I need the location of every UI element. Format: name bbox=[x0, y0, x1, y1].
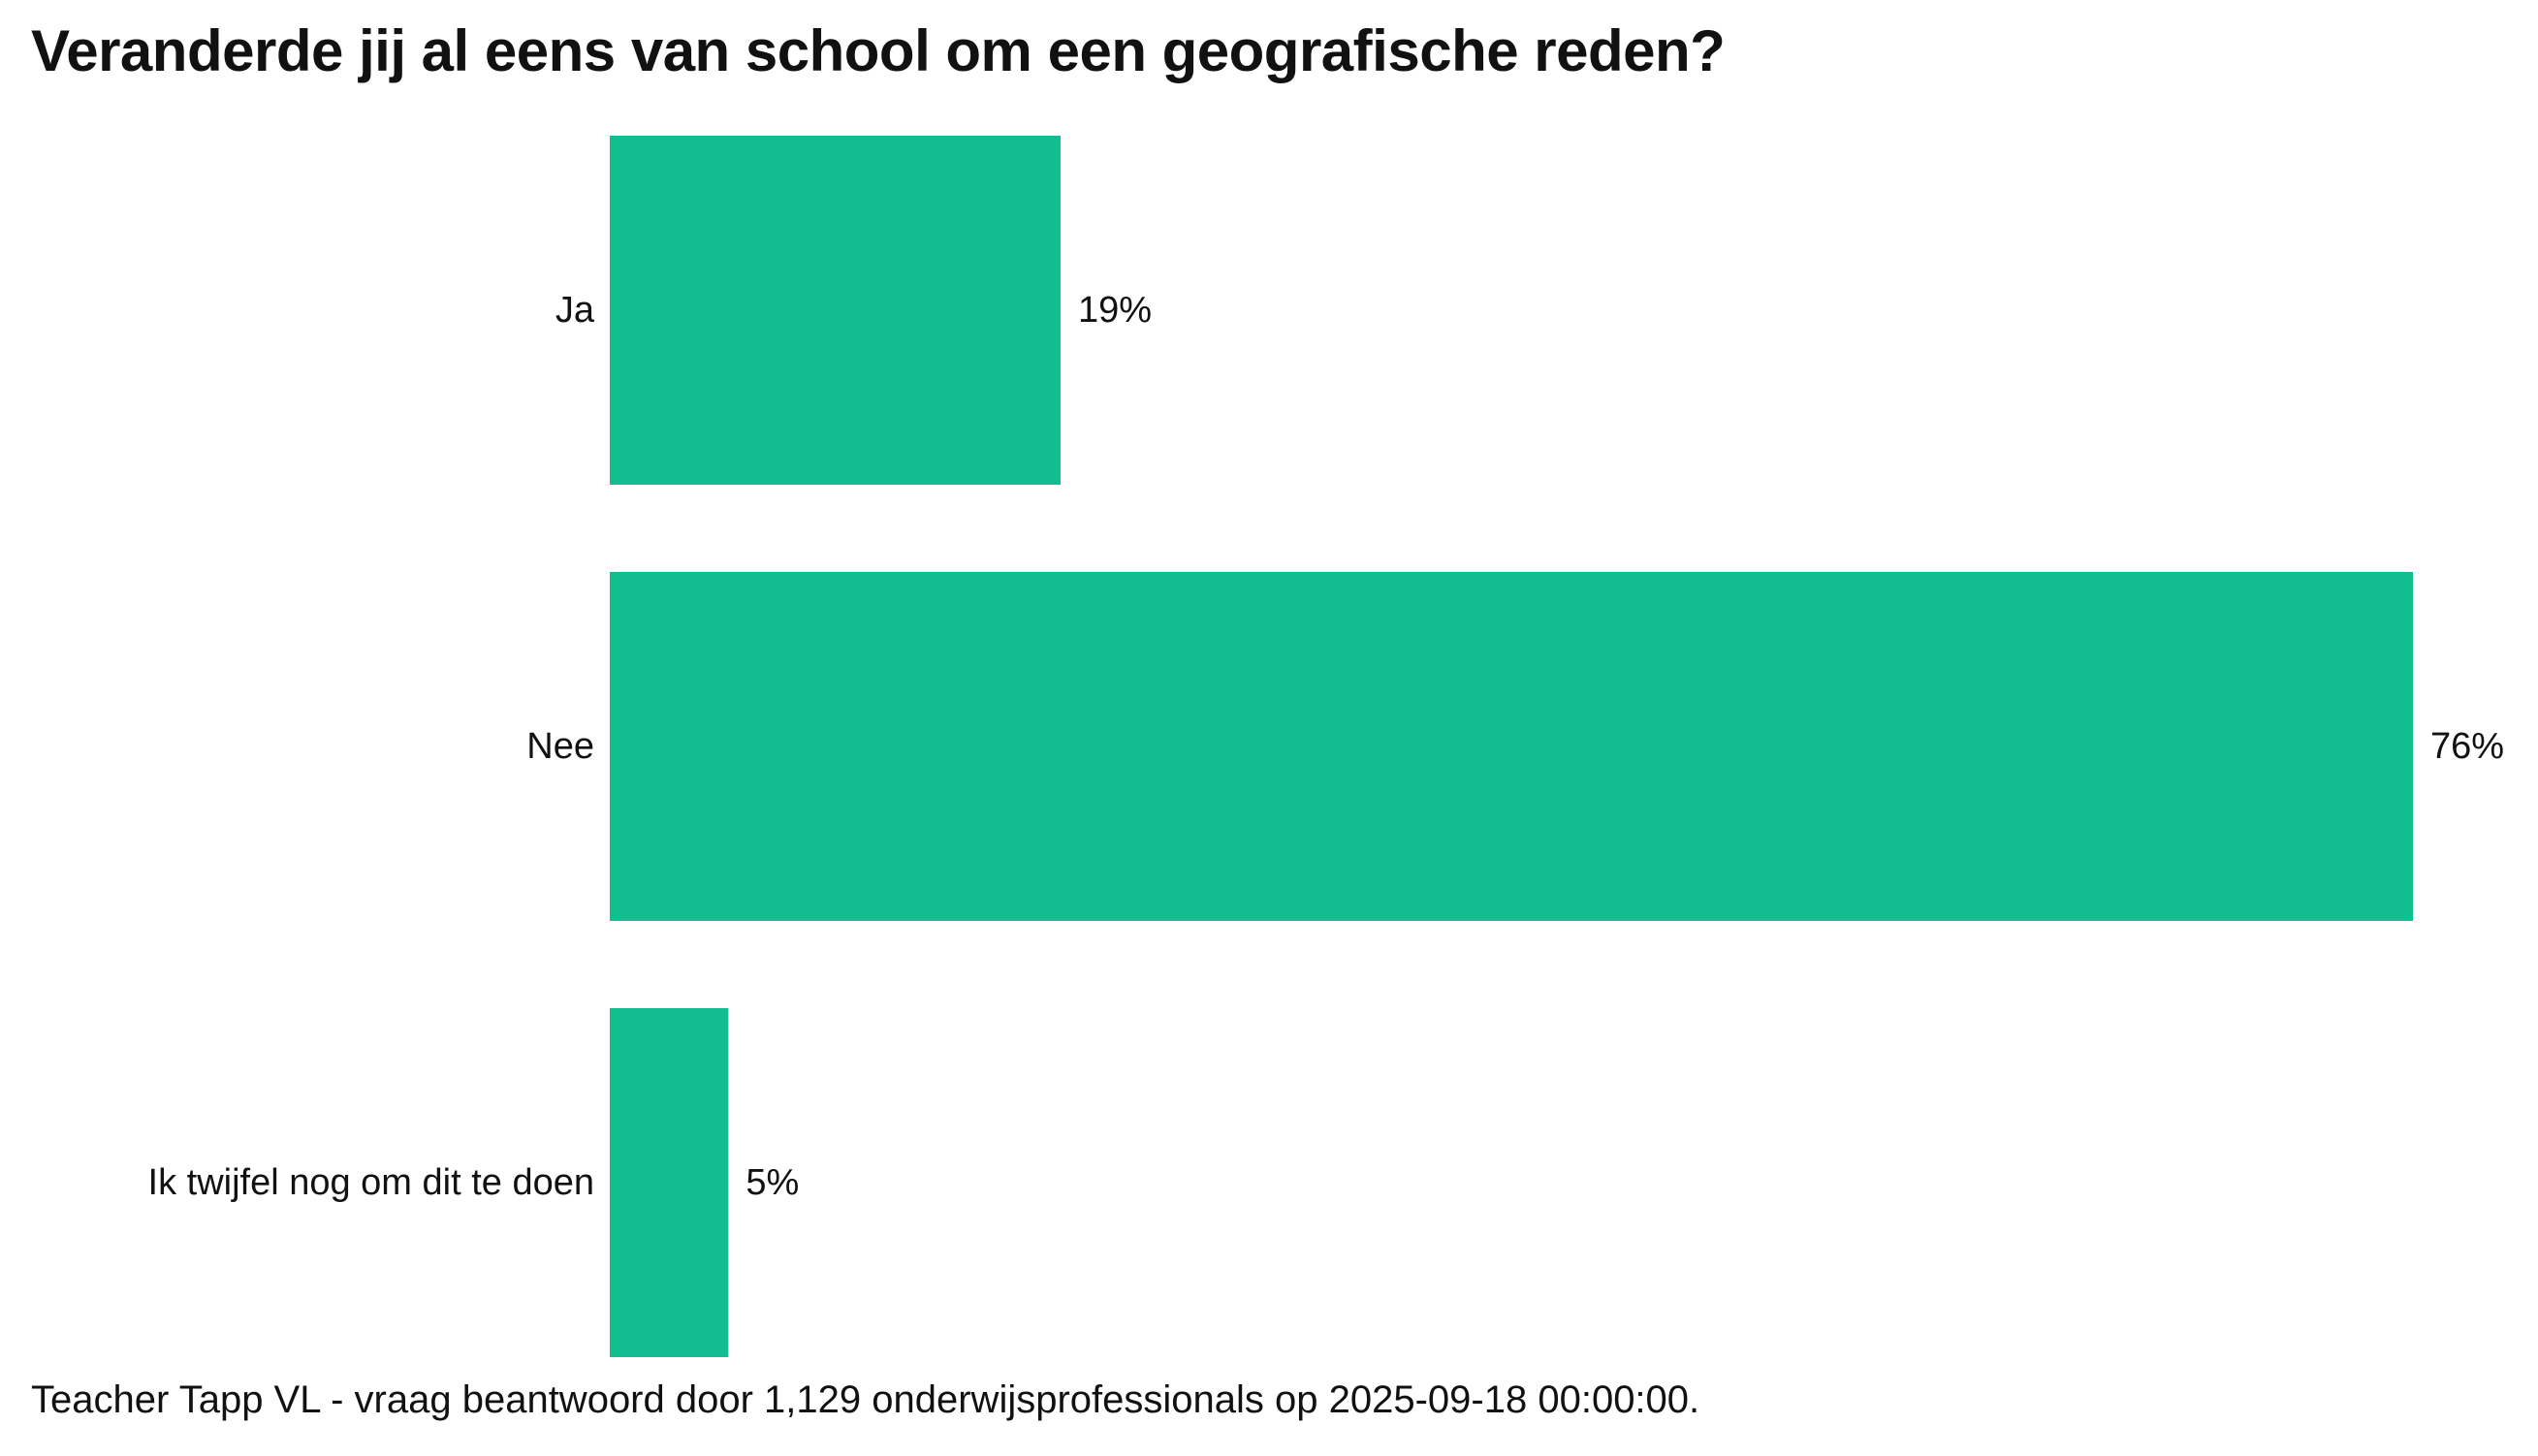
bar-chart: Ja Nee Ik twijfel nog om dit te doen 19% 76… bbox=[148, 136, 2504, 1357]
source-footer: Teacher Tapp VL - vraag beantwoord door … bbox=[31, 1378, 1700, 1421]
value-label-ja: 19% bbox=[1078, 290, 1152, 331]
bar-ja bbox=[610, 136, 1061, 485]
value-label-nee: 76% bbox=[2430, 726, 2504, 767]
value-labels-group: 19% 76% 5% bbox=[746, 290, 2504, 1203]
category-labels-group: Ja Nee Ik twijfel nog om dit te doen bbox=[148, 290, 595, 1203]
bars-group bbox=[610, 136, 2413, 1357]
category-label-ja: Ja bbox=[555, 290, 595, 331]
category-label-nee: Nee bbox=[526, 726, 594, 767]
value-label-ik-twijfel-nog-om-dit-te-doen: 5% bbox=[746, 1162, 799, 1203]
category-label-ik-twijfel-nog-om-dit-te-doen: Ik twijfel nog om dit te doen bbox=[148, 1162, 594, 1203]
bar-ik-twijfel-nog-om-dit-te-doen bbox=[610, 1008, 729, 1357]
bar-nee bbox=[610, 572, 2413, 921]
chart-title: Veranderde jij al eens van school om een… bbox=[31, 18, 1726, 83]
